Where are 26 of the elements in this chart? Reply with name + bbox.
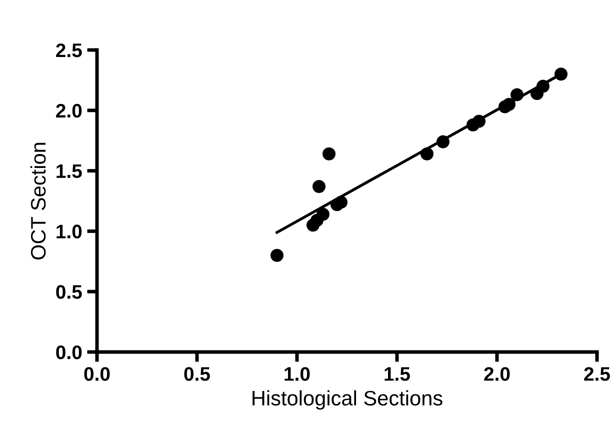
y-tick-label: 1.5 [56, 164, 82, 178]
x-tick-label: 2.5 [584, 367, 610, 381]
point [420, 147, 434, 160]
point [312, 180, 326, 194]
y-tick-label: 2.0 [56, 104, 82, 118]
point [334, 196, 348, 209]
point [510, 88, 524, 102]
y-tick-label: 1.0 [56, 224, 82, 238]
x-tick-label: 0.5 [184, 367, 210, 381]
y-tick-label: 0.0 [56, 345, 82, 360]
x-tick-label: 1.5 [384, 367, 410, 381]
x-axis-title: Histological Sections [252, 390, 442, 410]
point [536, 80, 550, 93]
point [436, 135, 450, 148]
point [270, 248, 284, 262]
point [316, 208, 330, 221]
x-tick-label: 0.0 [84, 367, 110, 381]
y-tick-label: 0.5 [56, 285, 82, 299]
x-tick-label: 2.0 [484, 367, 510, 381]
point [502, 98, 516, 111]
point [472, 114, 486, 128]
point [554, 68, 568, 81]
y-tick-label: 2.5 [56, 43, 82, 58]
x-tick-label: 1.0 [284, 367, 310, 381]
point [322, 147, 336, 160]
y-axis-title: OCT Section [30, 142, 46, 260]
